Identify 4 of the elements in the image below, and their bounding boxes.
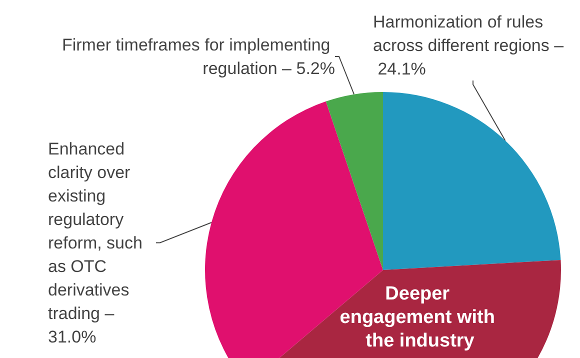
slice-label: Harmonization of rules across different regions – 24.1% xyxy=(373,12,564,78)
category-label: Enhanced clarity over existing regulatory reform, such as OTC derivatives trading – 31.0% xyxy=(48,139,142,346)
slice-label: Firmer timeframes for implementing regulation – 5.2% xyxy=(62,35,335,78)
slice-label: Deeper engagement with the industry xyxy=(340,283,500,352)
